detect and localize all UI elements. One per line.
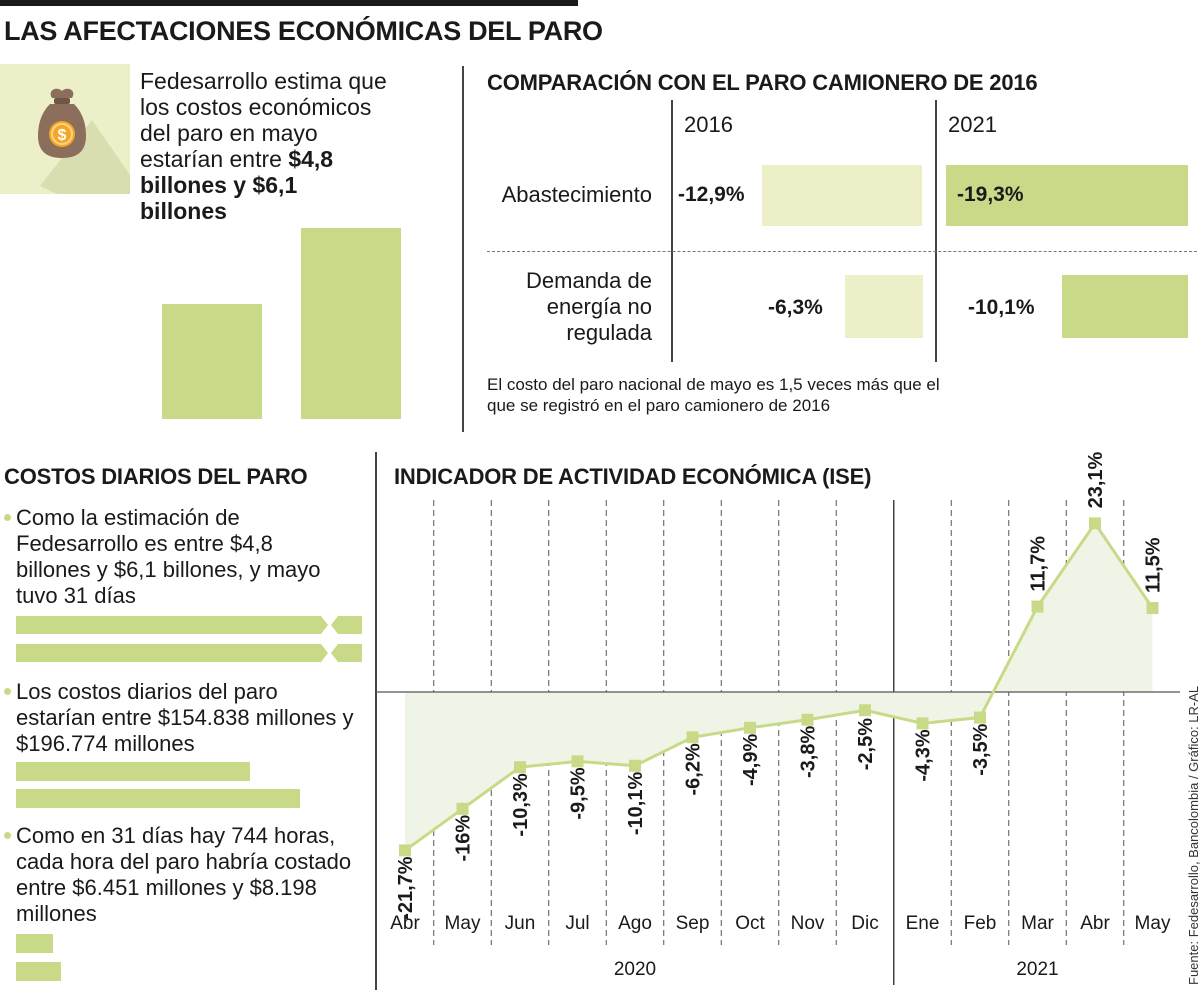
money-bag-tile: $ (0, 64, 130, 194)
data-point (744, 721, 756, 734)
series-area (405, 523, 1153, 851)
data-point (399, 844, 411, 857)
daily-item-1: Como la estimación de Fedesarrollo es en… (16, 505, 321, 608)
month-label: Ago (618, 913, 652, 934)
bar-demanda-2016 (845, 275, 923, 338)
money-bag-icon: $ (38, 88, 130, 194)
svg-text:$: $ (58, 127, 67, 144)
source-note: Fuente: Fedesarrollo, Bancolombia / Gráf… (1186, 686, 1200, 985)
row-label-abastecimiento: Abastecimiento (501, 182, 652, 207)
data-label: -3,8% (798, 726, 820, 778)
daily-title: COSTOS DIARIOS DEL PARO (4, 464, 308, 489)
month-label: Abr (1080, 913, 1110, 934)
data-point (456, 802, 469, 815)
data-label: 11,7% (1028, 536, 1050, 592)
row-label-demanda: Demanda de energía no regulada (526, 268, 652, 345)
comparison-title: COMPARACIÓN CON EL PARO CAMIONERO DE 201… (487, 70, 1038, 95)
month-label: Feb (964, 913, 997, 934)
fedesarrollo-text-plain: Fedesarrollo estima que los costos econó… (140, 68, 387, 172)
daily-bar-2a (16, 762, 250, 781)
data-label: 11,5% (1143, 537, 1165, 593)
daily-item-2: Los costos diarios del paro estarían ent… (16, 679, 354, 756)
data-label: -10,1% (625, 772, 647, 836)
bullet-2-dot (4, 688, 11, 695)
data-label: -2,5% (855, 718, 877, 770)
month-label: May (445, 913, 481, 934)
chart-title: INDICADOR DE ACTIVIDAD ECONÓMICA (ISE) (394, 464, 872, 489)
month-label: Sep (676, 913, 710, 934)
value-demanda-2021: -10,1% (968, 296, 1035, 319)
data-label: -16% (453, 815, 475, 862)
panel-divider-top (462, 66, 464, 432)
comparison-row-divider (487, 251, 1197, 252)
page-title: LAS AFECTACIONES ECONÓMICAS DEL PARO (4, 16, 603, 46)
daily-bar-2b (16, 789, 300, 808)
data-point (1031, 600, 1044, 613)
month-label: Nov (791, 913, 825, 934)
year-2021-header: 2021 (948, 112, 997, 137)
data-label: -21,7% (395, 856, 417, 920)
month-label: Jun (505, 913, 536, 934)
value-demanda-2016: -6,3% (768, 296, 823, 319)
data-point (974, 711, 986, 724)
series-line (404, 520, 1154, 852)
month-label: May (1135, 913, 1171, 934)
daily-item-3: Como en 31 días hay 744 horas, cada hora… (16, 823, 352, 926)
data-point (916, 717, 929, 730)
bullet-3-dot (4, 832, 11, 839)
data-label: -10,3% (510, 773, 532, 837)
month-label: Mar (1021, 913, 1054, 934)
bar-abastecimiento-2016 (762, 165, 922, 226)
data-point (686, 731, 699, 744)
fedesarrollo-text-bold: $4,8 billones y $6,1 billones (140, 146, 334, 224)
fedesarrollo-text: Fedesarrollo estima que los costos econó… (140, 68, 390, 224)
data-label: -9,5% (568, 767, 590, 819)
year-2016-header: 2016 (684, 112, 733, 137)
bar-demanda-2021 (1062, 275, 1188, 338)
month-label: Abr (390, 913, 420, 934)
data-point (859, 704, 871, 717)
daily-bars-1 (16, 616, 362, 664)
title-rule (0, 0, 578, 6)
month-label: Ene (906, 913, 940, 934)
daily-bar-3a (16, 934, 53, 953)
bullet-1-dot (4, 514, 11, 521)
data-label: -4,9% (740, 734, 762, 786)
data-label: -6,2% (683, 743, 705, 795)
data-label: -3,5% (970, 723, 992, 775)
panel-divider-bottom (375, 452, 377, 990)
month-label: Oct (735, 913, 765, 934)
year-label: 2021 (1016, 959, 1058, 980)
year-label: 2020 (614, 959, 656, 980)
data-point (571, 755, 584, 768)
month-label: Jul (565, 913, 589, 934)
cost-bar-low (162, 304, 262, 419)
data-label: 23,1% (1085, 451, 1107, 508)
comparison-col-line-2 (935, 100, 937, 362)
comparison-note: El costo del paro nacional de mayo es 1,… (487, 375, 940, 415)
source-text: Fuente: Fedesarrollo, Bancolombia / Gráf… (1186, 685, 1200, 985)
data-label: -4,3% (913, 729, 935, 781)
data-point (629, 759, 641, 772)
data-point (514, 761, 526, 774)
value-abastecimiento-2016: -12,9% (678, 183, 745, 206)
bar-abastecimiento-2021 (946, 165, 1188, 226)
comparison-col-line-1 (671, 100, 673, 362)
value-abastecimiento-2021: -19,3% (957, 183, 1024, 206)
data-point (1146, 602, 1159, 615)
daily-bar-3b (16, 962, 61, 981)
data-point (1089, 517, 1101, 530)
cost-bar-high (301, 228, 401, 419)
month-label: Dic (851, 913, 878, 934)
data-point (801, 713, 814, 726)
